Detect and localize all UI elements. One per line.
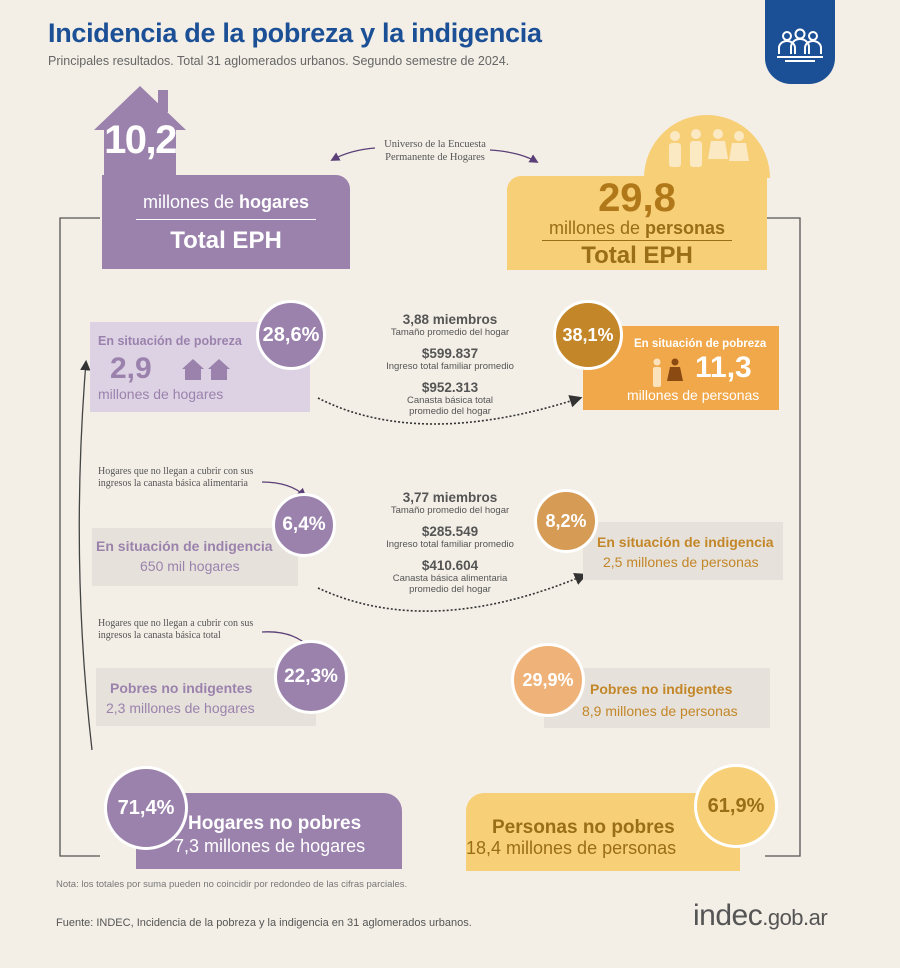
- stat-item: 3,88 miembros Tamaño promedio del hogar: [390, 312, 510, 338]
- footer-note: Nota: los totales por suma pueden no coi…: [56, 879, 408, 890]
- households-total-value: 10,2: [104, 118, 177, 162]
- house-icon: [94, 86, 186, 176]
- stat-item: $599.837 Ingreso total familiar promedio: [386, 346, 514, 372]
- note-indigence: Hogares que no llegan a cubrir con sus i…: [98, 466, 254, 489]
- households-poverty-unit: millones de hogares: [98, 386, 224, 402]
- households-indigence-label: En situación de indigencia: [96, 538, 273, 554]
- persons-nonindigent-pct: 29,9%: [511, 643, 585, 717]
- households-poverty-label: En situación de pobreza: [98, 334, 242, 348]
- persons-total-eph: Total EPH: [581, 242, 693, 269]
- households-total-card: millones de hogares Total EPH: [102, 175, 350, 269]
- persons-nonpoor-pct: 61,9%: [694, 764, 778, 848]
- households-nonindigent-value: 2,3 millones de hogares: [106, 700, 255, 716]
- divider: [542, 240, 732, 241]
- persons-nonindigent-label: Pobres no indigentes: [590, 681, 733, 697]
- persons-poverty-pct: 38,1%: [553, 300, 623, 370]
- households-nonpoor-label: Hogares no pobres: [188, 813, 362, 834]
- poverty-stats: 3,88 miembros Tamaño promedio del hogar $…: [360, 312, 540, 417]
- households-nonindigent-label: Pobres no indigentes: [110, 680, 253, 696]
- indec-logo[interactable]: indec.gob.ar: [693, 899, 828, 932]
- page-subtitle: Principales resultados. Total 31 aglomer…: [48, 54, 510, 68]
- footer-source: Fuente: INDEC, Incidencia de la pobreza …: [56, 917, 472, 929]
- households-total-label: millones de hogares: [142, 192, 310, 212]
- persons-total-label: millones de personas: [548, 218, 726, 238]
- households-indigence-card: En situación de indigencia 650 mil hogar…: [92, 528, 298, 586]
- indigence-stats: 3,77 miembros Tamaño promedio del hogar $…: [360, 490, 540, 595]
- page-title: Incidencia de la pobreza y la indigencia: [48, 18, 542, 48]
- stat-item: $410.604 Canasta básica alimentaria prome…: [392, 558, 508, 595]
- house-icon: [182, 359, 230, 380]
- persons-nonpoor-value: 18,4 millones de personas: [466, 838, 677, 858]
- persons-poverty-label: En situación de pobreza: [634, 338, 767, 350]
- stat-item: 3,77 miembros Tamaño promedio del hogar: [390, 490, 510, 516]
- persons-indigence-pct: 8,2%: [534, 489, 598, 553]
- persons-nonpoor-label: Personas no pobres: [492, 817, 675, 838]
- badge: [765, 0, 835, 84]
- households-poverty-value: 2,9: [110, 352, 152, 385]
- people-icon: [644, 115, 770, 178]
- people-group-icon: [777, 28, 823, 62]
- persons-indigence-card: En situación de indigencia 2,5 millones …: [583, 522, 783, 580]
- households-nonpoor-value: 7,3 millones de hogares: [174, 836, 366, 856]
- note-nonindigent: Hogares que no llegan a cubrir con sus i…: [98, 618, 254, 641]
- persons-nonindigent-value: 8,9 millones de personas: [582, 703, 738, 719]
- households-nonpoor-pct: 71,4%: [104, 766, 188, 850]
- persons-indigence-value: 2,5 millones de personas: [603, 554, 759, 570]
- households-total-eph: Total EPH: [170, 227, 282, 254]
- persons-total-card: 29,8 millones de personas Total EPH: [507, 176, 767, 270]
- universe-note: Universo de la Encuesta Permanente de Ho…: [384, 139, 486, 163]
- persons-total-value: 29,8: [598, 176, 676, 220]
- people-icon: [653, 358, 683, 387]
- households-poverty-pct: 28,6%: [256, 300, 326, 370]
- households-nonindigent-pct: 22,3%: [274, 640, 348, 714]
- divider: [136, 219, 316, 220]
- stat-item: $285.549 Ingreso total familiar promedio: [386, 524, 514, 550]
- persons-poverty-unit: millones de personas: [627, 387, 760, 403]
- stat-item: $952.313 Canasta básica total promedio de…: [406, 380, 494, 417]
- households-indigence-value: 650 mil hogares: [140, 558, 240, 574]
- households-indigence-pct: 6,4%: [272, 493, 336, 557]
- persons-poverty-value: 11,3: [695, 351, 752, 384]
- persons-indigence-label: En situación de indigencia: [597, 534, 774, 550]
